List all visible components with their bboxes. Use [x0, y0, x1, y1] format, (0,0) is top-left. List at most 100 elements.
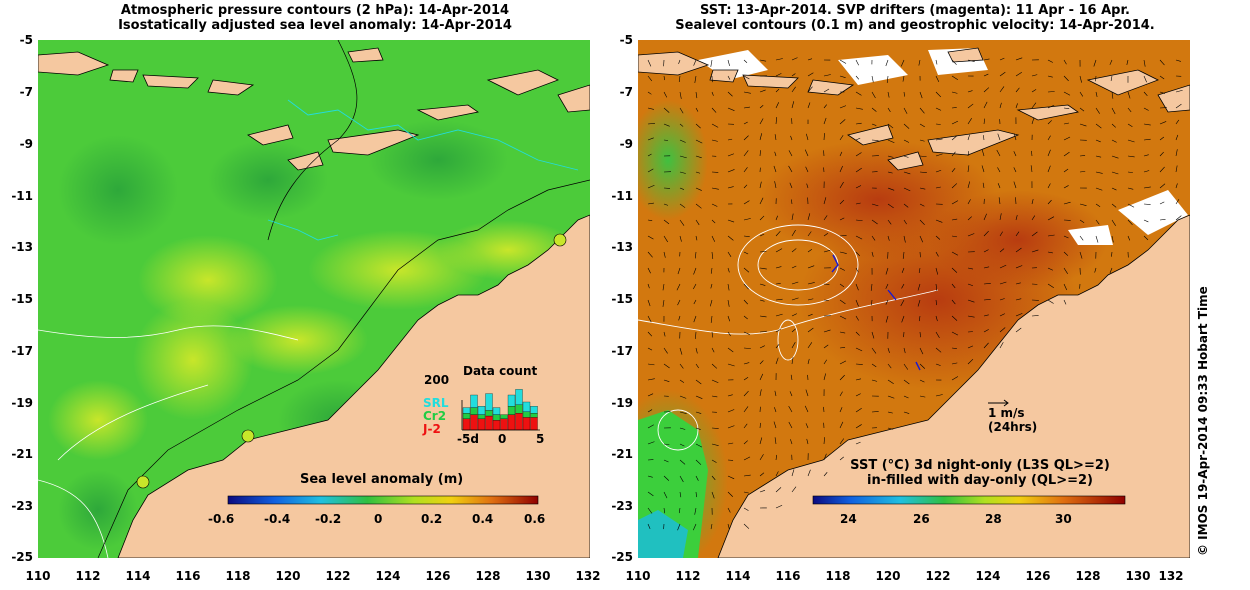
sla-tick: -0.4: [264, 512, 291, 526]
velocity-arrow: [919, 107, 925, 114]
velocity-arrow: [711, 251, 714, 259]
velocity-arrow: [1175, 149, 1178, 157]
velocity-arrow: [983, 283, 991, 285]
velocity-arrow: [647, 331, 653, 337]
lat-label: -9: [619, 137, 633, 151]
velocity-arrow: [743, 267, 750, 273]
velocity-arrow: [1015, 72, 1022, 77]
inset-legend-srl: SRL: [423, 396, 449, 410]
inset-bar-srl: [522, 401, 531, 412]
velocity-arrow: [759, 89, 766, 93]
velocity-arrow: [727, 363, 735, 367]
velocity-arrow: [647, 363, 655, 366]
velocity-arrow: [791, 229, 796, 237]
velocity-arrow: [1079, 123, 1087, 127]
velocity-arrow: [775, 248, 783, 253]
velocity-arrow: [805, 423, 809, 429]
velocity-arrow: [677, 523, 681, 531]
velocity-arrow: [903, 411, 910, 414]
velocity-arrow: [759, 251, 767, 253]
velocity-arrow: [951, 315, 958, 321]
inset-bar-j2: [500, 418, 508, 431]
velocity-arrow: [887, 235, 890, 241]
velocity-arrow: [903, 219, 907, 225]
velocity-arrow: [983, 342, 989, 349]
velocity-arrow: [951, 200, 959, 205]
velocity-arrow: [1127, 123, 1133, 128]
velocity-arrow: [679, 187, 685, 190]
left-title: Atmospheric pressure contours (2 hPa): 1…: [40, 3, 590, 33]
velocity-arrow: [902, 75, 905, 82]
velocity-arrow: [1095, 91, 1098, 98]
velocity-arrow: [743, 523, 750, 529]
velocity-arrow: [903, 363, 909, 370]
sst-tick: 30: [1055, 512, 1072, 526]
velocity-arrow: [759, 373, 764, 381]
right-map-panel: [638, 40, 1190, 558]
velocity-arrow: [775, 504, 783, 509]
australia-land: [717, 214, 1190, 558]
velocity-arrow: [855, 347, 863, 352]
velocity-arrow: [900, 59, 905, 67]
velocity-arrow: [743, 315, 748, 320]
velocity-arrow: [823, 453, 827, 461]
velocity-arrow: [823, 215, 828, 221]
velocity-arrow: [983, 118, 986, 125]
lat-label: -15: [11, 292, 33, 306]
velocity-arrow: [903, 379, 910, 385]
lon-label: 118: [825, 569, 851, 583]
velocity-arrow: [1031, 198, 1034, 205]
velocity-arrow: [1111, 203, 1117, 208]
left-title-line1: Atmospheric pressure contours (2 hPa): 1…: [120, 3, 510, 18]
velocity-arrow: [775, 313, 783, 317]
sla-tick: 0.4: [472, 512, 494, 526]
velocity-arrow: [951, 376, 959, 381]
velocity-arrow: [1175, 165, 1178, 173]
velocity-arrow: [903, 123, 910, 129]
velocity-arrow: [1143, 203, 1151, 205]
velocity-arrow: [791, 469, 795, 477]
velocity-arrow: [919, 91, 923, 99]
velocity-arrow: [1063, 151, 1070, 157]
velocity-arrow: [823, 74, 831, 77]
velocity-arrow: [663, 363, 670, 369]
velocity-arrow: [997, 133, 1001, 141]
velocity-arrow: [774, 437, 777, 445]
velocity-arrow: [759, 437, 763, 445]
velocity-arrow: [710, 59, 713, 67]
velocity-arrow: [711, 203, 718, 207]
sla-colorbar: [227, 495, 539, 505]
velocity-arrow: [647, 168, 654, 173]
velocity-arrow: [663, 459, 669, 463]
velocity-arrow: [871, 235, 876, 241]
velocity-arrow: [935, 283, 938, 291]
velocity-arrow: [775, 328, 781, 333]
velocity-arrow: [935, 91, 942, 98]
velocity-arrow: [804, 149, 809, 157]
velocity-arrow: [662, 299, 665, 307]
cyan-drifter-tracks: [267, 99, 579, 241]
svp-drifter-tracks: [831, 254, 921, 371]
lat-label: -7: [619, 85, 633, 99]
velocity-arrow: [1111, 219, 1116, 226]
velocity-arrow: [695, 475, 699, 481]
velocity-arrow: [1031, 74, 1038, 77]
velocity-arrow: [935, 235, 941, 240]
velocity-arrow: [1175, 89, 1183, 93]
velocity-arrow: [759, 330, 767, 333]
velocity-arrow: [791, 57, 798, 61]
velocity-arrow: [935, 59, 938, 65]
velocity-arrow: [901, 283, 905, 289]
velocity-arrow: [855, 331, 860, 336]
velocity-arrow: [1175, 103, 1182, 109]
velocity-arrow: [692, 523, 697, 531]
velocity-arrow: [695, 443, 703, 448]
velocity-arrow: [871, 203, 879, 207]
velocity-arrow: [951, 299, 956, 305]
velocity-arrow: [791, 297, 799, 301]
velocity-arrow: [1079, 219, 1085, 223]
velocity-arrow: [695, 219, 700, 226]
velocity-arrow: [967, 181, 971, 189]
velocity-arrow: [677, 267, 681, 275]
velocity-arrow: [1159, 91, 1166, 94]
